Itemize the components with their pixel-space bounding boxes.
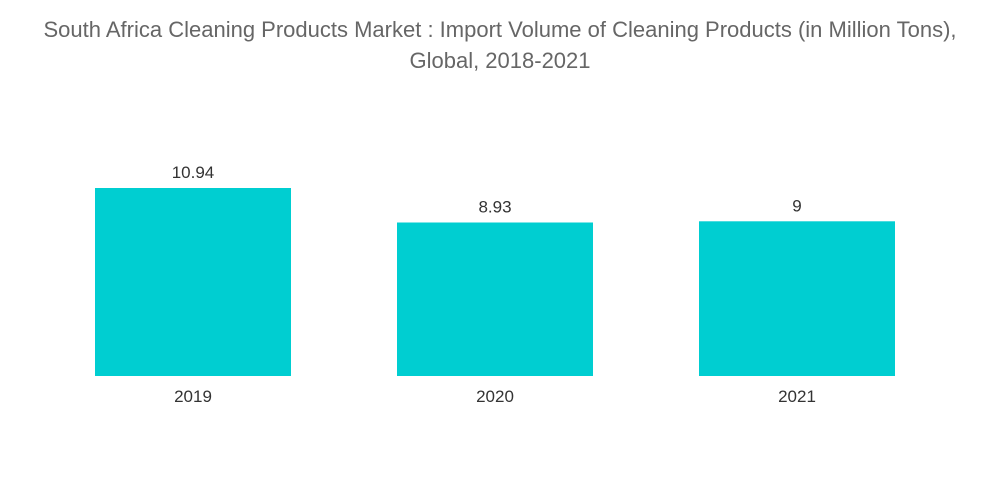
x-tick-label-2021: 2021 <box>778 387 816 406</box>
bar-2020 <box>397 222 593 376</box>
bar-value-label-2020: 8.93 <box>478 198 511 217</box>
x-tick-label-2020: 2020 <box>476 387 514 406</box>
chart-title: South Africa Cleaning Products Market : … <box>43 17 957 73</box>
bar-value-label-2019: 10.94 <box>172 163 215 182</box>
x-tick-label-2019: 2019 <box>174 387 212 406</box>
bar-value-label-2021: 9 <box>792 196 801 215</box>
bar-2021 <box>699 221 895 376</box>
bar-2019 <box>95 188 291 376</box>
